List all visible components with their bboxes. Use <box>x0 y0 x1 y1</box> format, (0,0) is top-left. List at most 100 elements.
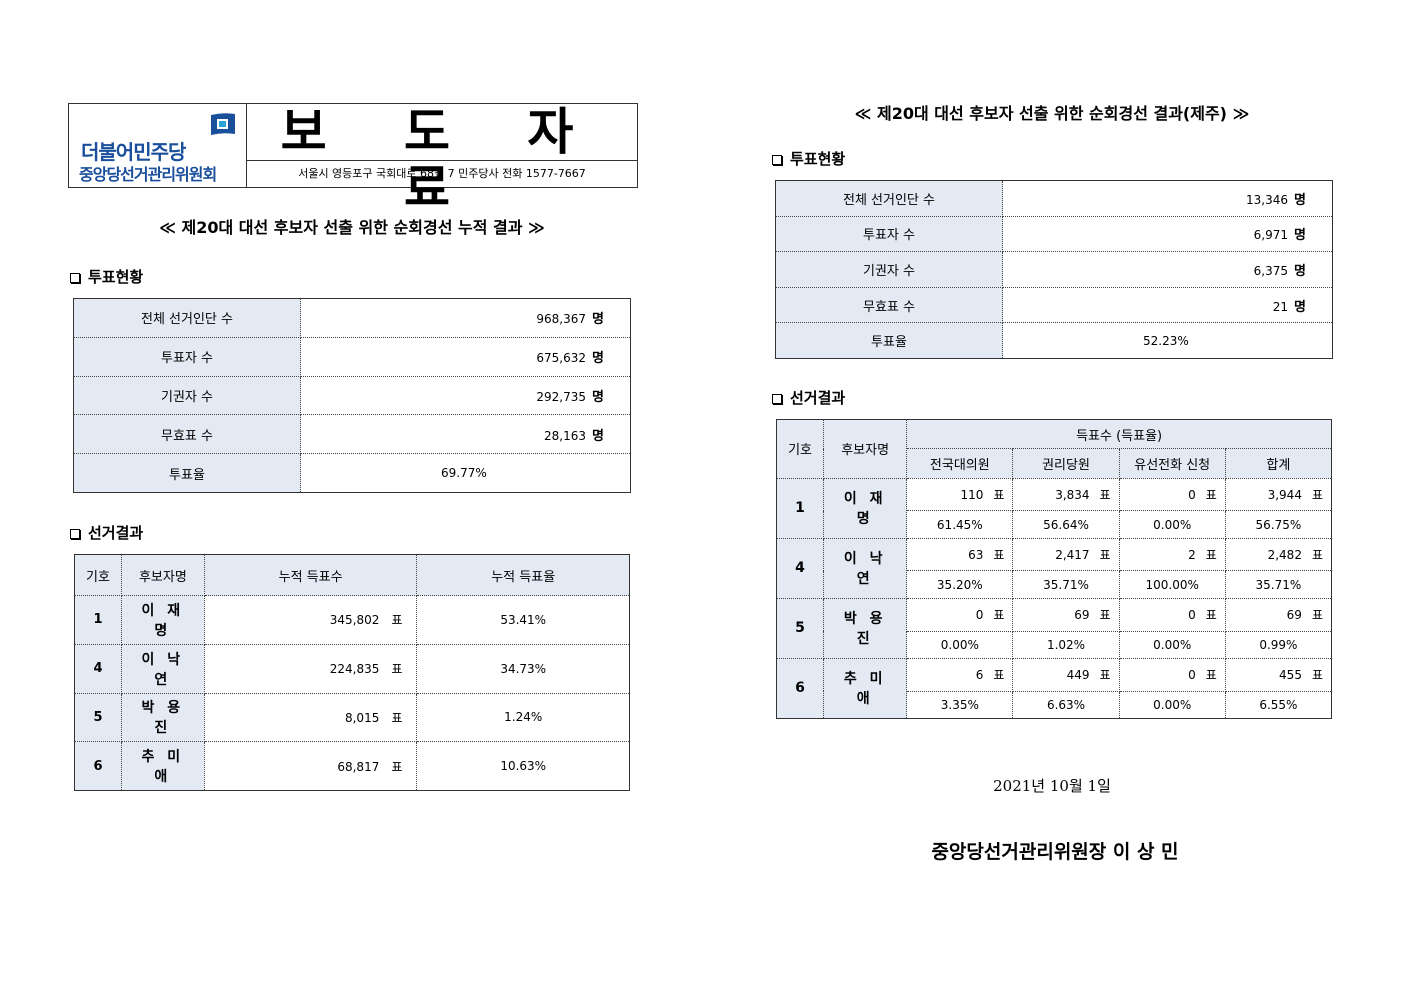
heading-text: 선거결과 <box>88 524 144 542</box>
vote-count: 455 <box>1279 668 1302 683</box>
vote-unit: 표 <box>391 662 403 677</box>
vote-rate: 0.00% <box>1118 510 1226 539</box>
vote-rate: 0.00% <box>1118 630 1226 659</box>
right-results-heading: 선거결과 <box>772 387 845 408</box>
vote-rate: 6.55% <box>1224 690 1333 720</box>
candidate-votes: 8,015 <box>344 710 380 725</box>
turnout-unit: 명 <box>1294 192 1306 208</box>
vote-cell: 69 표 <box>1012 597 1120 632</box>
turnout-value: 21 <box>1272 299 1289 314</box>
candidate-number: 6 <box>74 741 122 791</box>
vote-unit: 표 <box>1099 488 1111 502</box>
turnout-value: 6,375 <box>1253 263 1289 278</box>
heading-text: 선거결과 <box>790 389 846 407</box>
candidate-rates-row: 0.00% 1.02% 0.00% 0.99% <box>777 630 1333 659</box>
vote-unit: 표 <box>1205 548 1217 563</box>
vote-cell: 3,944 표 <box>1224 477 1333 512</box>
vote-count: 3,834 <box>1055 488 1090 502</box>
header-number: 기호 <box>775 419 825 479</box>
vote-unit: 표 <box>993 488 1005 502</box>
vote-count: 2,417 <box>1055 548 1090 563</box>
turnout-value-cell: 52.23% <box>1002 322 1333 359</box>
vote-rate: 35.71% <box>1012 570 1120 599</box>
results-header-row: 기호 후보자명 누적 득표수 누적 득표율 <box>74 554 630 596</box>
candidate-number: 6 <box>775 657 825 720</box>
turnout-value: 69.77% <box>441 466 487 481</box>
header-col-3: 합계 <box>1224 448 1333 479</box>
vote-rate: 0.00% <box>1118 690 1226 720</box>
vote-count: 69 <box>1286 608 1302 623</box>
turnout-value-cell: 69.77% <box>300 453 631 493</box>
candidate-votes-cell: 8,015 표 <box>203 692 418 743</box>
turnout-value: 675,632 <box>536 351 587 366</box>
vote-rate: 56.75% <box>1224 510 1333 539</box>
turnout-label: 무효표 수 <box>775 286 1003 324</box>
vote-unit: 표 <box>1205 608 1217 623</box>
turnout-value-cell: 968,367 명 <box>300 298 631 338</box>
candidate-rate: 1.24% <box>416 692 630 743</box>
vote-rate: 61.45% <box>906 510 1014 539</box>
vote-rate: 35.71% <box>1224 570 1333 599</box>
vote-cell: 2,482 표 <box>1224 537 1333 572</box>
left-turnout-table: 전체 선거인단 수 968,367 명 투표자 수 675,632 명 기권자 수 292,7… <box>73 298 631 493</box>
vote-rate: 100.00% <box>1118 570 1226 599</box>
doc-type-title: 보 도 자 료 <box>247 104 637 216</box>
vote-unit: 표 <box>993 608 1005 623</box>
turnout-unit: 명 <box>1294 228 1306 244</box>
turnout-row: 전체 선거인단 수 13,346 명 <box>775 180 1333 217</box>
vote-rate: 1.02% <box>1012 630 1120 659</box>
turnout-value-cell: 6,971 명 <box>1002 215 1333 253</box>
vote-count: 110 <box>960 488 984 502</box>
turnout-unit: 명 <box>592 312 604 328</box>
turnout-row: 기권자 수 292,735 명 <box>73 375 631 416</box>
vote-cell: 2,417 표 <box>1012 537 1120 572</box>
vote-unit: 표 <box>993 668 1005 683</box>
header-col-1: 권리당원 <box>1012 448 1120 479</box>
candidate-name: 이 낙 연 <box>823 537 908 599</box>
turnout-unit: 명 <box>592 351 604 367</box>
vote-unit: 표 <box>1099 668 1111 683</box>
party-name: 더불어민주당 <box>81 140 186 164</box>
vote-unit: 표 <box>1205 668 1217 683</box>
turnout-row: 투표율 69.77% <box>73 453 631 493</box>
turnout-row: 투표율 52.23% <box>775 322 1333 359</box>
turnout-row: 기권자 수 6,375 명 <box>775 251 1333 288</box>
turnout-unit: 명 <box>1294 299 1306 315</box>
header-name: 후보자명 <box>823 419 908 479</box>
vote-cell: 63 표 <box>906 537 1014 572</box>
vote-cell: 110 표 <box>906 477 1014 512</box>
candidate-name: 이 재 명 <box>120 595 205 645</box>
heading-text: 투표현황 <box>88 268 144 286</box>
right-turnout-table: 전체 선거인단 수 13,346 명 투표자 수 6,971 명 기권자 수 6,375 명 무효… <box>775 180 1333 359</box>
candidate-rate: 53.41% <box>416 595 630 645</box>
turnout-row: 무효표 수 28,163 명 <box>73 414 631 455</box>
candidate-votes: 68,817 <box>337 759 380 774</box>
vote-cell: 455 표 <box>1224 657 1333 692</box>
candidate-votes-cell: 345,802 표 <box>203 595 418 645</box>
turnout-value: 52.23% <box>1143 333 1189 348</box>
vote-count: 63 <box>968 548 984 563</box>
vote-rate: 3.35% <box>906 690 1014 720</box>
candidate-number: 5 <box>775 597 825 659</box>
turnout-label: 투표율 <box>73 453 301 493</box>
turnout-unit: 명 <box>592 428 604 444</box>
party-logo: 더불어민주당 중앙당선거관리위원회 <box>69 104 247 187</box>
checkbox-bullet-icon <box>70 528 80 539</box>
vote-unit: 표 <box>391 759 403 774</box>
vote-cell: 449 표 <box>1012 657 1120 692</box>
vote-unit: 표 <box>391 613 403 628</box>
turnout-label: 전체 선거인단 수 <box>775 180 1003 217</box>
turnout-value: 292,735 <box>536 389 587 404</box>
header-col-0: 전국대의원 <box>906 448 1014 479</box>
left-results-heading: 선거결과 <box>70 522 143 543</box>
checkbox-bullet-icon <box>70 272 80 283</box>
candidate-votes: 345,802 <box>329 613 380 628</box>
turnout-unit: 명 <box>592 389 604 405</box>
